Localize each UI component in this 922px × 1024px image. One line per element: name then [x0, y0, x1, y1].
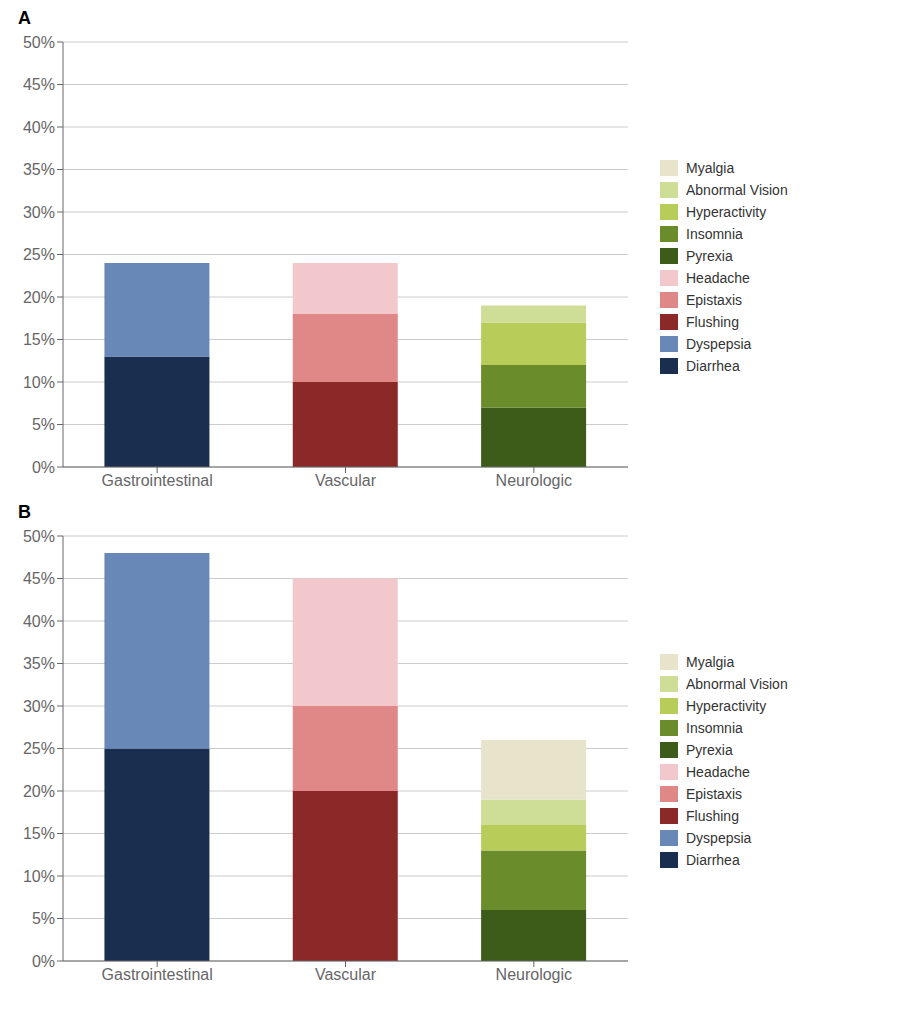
- html-text:Myalgia: Myalgia: [686, 160, 735, 176]
- html-text:Dyspepsia: Dyspepsia: [686, 336, 752, 352]
- svg-text:25%: 25%: [23, 740, 55, 757]
- svg-text:50%: 50%: [23, 528, 55, 545]
- html-text:Headache: Headache: [686, 764, 750, 780]
- svg-text:Neurologic: Neurologic: [496, 966, 572, 983]
- svg-text:30%: 30%: [23, 698, 55, 715]
- svg-text:15%: 15%: [23, 825, 55, 842]
- svg-text:50%: 50%: [23, 34, 55, 51]
- svg-text:35%: 35%: [23, 655, 55, 672]
- html-text:Hyperactivity: Hyperactivity: [686, 204, 767, 220]
- html-text:Dyspepsia: Dyspepsia: [686, 830, 752, 846]
- html-text:Hyperactivity: Hyperactivity: [686, 698, 767, 714]
- svg-text:0%: 0%: [32, 459, 55, 476]
- svg-text:10%: 10%: [23, 374, 55, 391]
- svg-text:45%: 45%: [23, 570, 55, 587]
- html-text:Abnormal Vision: Abnormal Vision: [686, 676, 788, 692]
- html-text:Headache: Headache: [686, 270, 750, 286]
- html-text:Epistaxis: Epistaxis: [686, 292, 742, 308]
- svg-text:Vascular: Vascular: [315, 472, 377, 489]
- html-text:Pyrexia: Pyrexia: [686, 248, 733, 264]
- svg-text:35%: 35%: [23, 161, 55, 178]
- svg-text:5%: 5%: [32, 416, 55, 433]
- svg-text:20%: 20%: [23, 289, 55, 306]
- svg-text:15%: 15%: [23, 331, 55, 348]
- svg-text:10%: 10%: [23, 868, 55, 885]
- svg-text:5%: 5%: [32, 910, 55, 927]
- html-text:Insomnia: Insomnia: [686, 720, 743, 736]
- svg-text:Gastrointestinal: Gastrointestinal: [102, 966, 213, 983]
- html-text:Flushing: Flushing: [686, 314, 739, 330]
- svg-text:0%: 0%: [32, 953, 55, 970]
- svg-text:Gastrointestinal: Gastrointestinal: [102, 472, 213, 489]
- svg-text:40%: 40%: [23, 613, 55, 630]
- html-text:Diarrhea: Diarrhea: [686, 852, 740, 868]
- svg-text:45%: 45%: [23, 76, 55, 93]
- svg-text:25%: 25%: [23, 246, 55, 263]
- html-text:Abnormal Vision: Abnormal Vision: [686, 182, 788, 198]
- svg-text:Vascular: Vascular: [315, 966, 377, 983]
- svg-text:30%: 30%: [23, 204, 55, 221]
- html-text:Pyrexia: Pyrexia: [686, 742, 733, 758]
- svg-text:20%: 20%: [23, 783, 55, 800]
- html-text:B: B: [18, 502, 31, 522]
- svg-text:Neurologic: Neurologic: [496, 472, 572, 489]
- html-text:Flushing: Flushing: [686, 808, 739, 824]
- html-text:Diarrhea: Diarrhea: [686, 358, 740, 374]
- html-text:Epistaxis: Epistaxis: [686, 786, 742, 802]
- html-text:Insomnia: Insomnia: [686, 226, 743, 242]
- svg-text:40%: 40%: [23, 119, 55, 136]
- html-text:Myalgia: Myalgia: [686, 654, 735, 670]
- html-text:A: A: [18, 8, 31, 28]
